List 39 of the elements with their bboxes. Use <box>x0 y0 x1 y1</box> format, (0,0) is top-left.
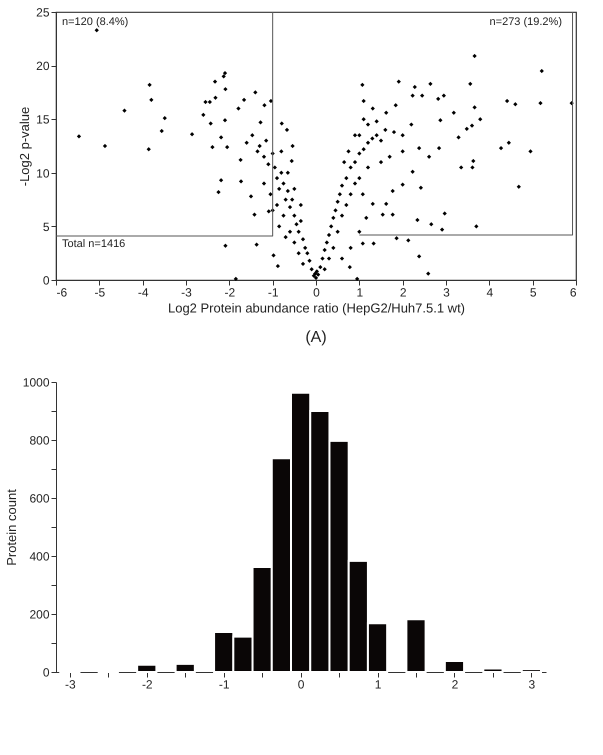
x-tick-label: -1 <box>268 286 279 300</box>
annotation: Total n=1416 <box>62 238 126 250</box>
x-tick-label: 6 <box>570 286 577 300</box>
x-tick-label: 3 <box>528 678 536 692</box>
x-tick-label: 1 <box>374 678 382 692</box>
x-axis-title: Log2 Protein abundance ratio (HepG2/Huh7.5.1 wt) <box>168 300 466 316</box>
annotation: n=273 (19.2%) <box>490 16 562 28</box>
y-tick-label: 0 <box>42 274 50 288</box>
y-axis-title: -Log2 p-value <box>17 106 32 186</box>
x-tick-label: 1 <box>356 286 364 300</box>
x-tick-label: -3 <box>181 286 192 300</box>
x-tick-label: -4 <box>138 286 149 300</box>
x-tick-label: -6 <box>56 286 68 300</box>
y-tick-label: 25 <box>36 6 50 20</box>
y-tick-label: 0 <box>42 666 50 680</box>
x-tick-label: 4 <box>486 286 494 300</box>
x-tick-label: 3 <box>443 286 450 300</box>
x-tick-label: -3 <box>65 678 76 692</box>
y-axis-title: Protein count <box>4 488 19 566</box>
text: (A) <box>305 329 327 346</box>
x-tick-label: 0 <box>313 286 320 300</box>
y-tick-label: 5 <box>42 220 50 234</box>
y-tick-label: 10 <box>36 166 50 180</box>
y-tick-label: 800 <box>29 434 50 448</box>
y-tick-label: 15 <box>36 112 50 127</box>
x-tick-label: 0 <box>298 678 305 692</box>
y-tick-label: 200 <box>29 608 50 622</box>
x-tick-label: -5 <box>94 286 106 300</box>
x-tick-label: -1 <box>218 678 230 692</box>
y-tick-label: 20 <box>36 59 50 74</box>
annotation: n=120 (8.4%) <box>62 16 128 28</box>
x-tick-label: 2 <box>400 286 407 300</box>
x-tick-label: -2 <box>142 678 153 692</box>
y-tick-label: 600 <box>29 492 50 506</box>
y-tick-label: 400 <box>29 550 50 564</box>
y-tick-label: 1000 <box>22 376 50 390</box>
x-tick-label: -2 <box>224 286 236 300</box>
x-tick-label: 2 <box>452 678 459 692</box>
x-tick-label: 5 <box>530 286 537 300</box>
